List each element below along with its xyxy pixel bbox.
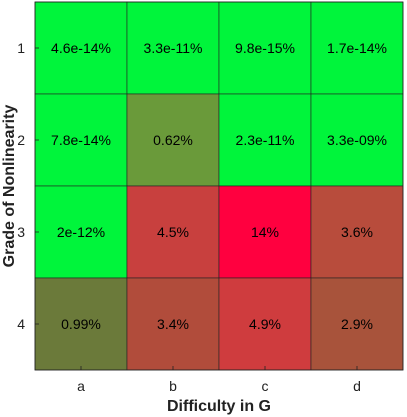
- heatmap-cell: [310, 1, 404, 95]
- y-tick-label: 1: [17, 40, 25, 56]
- heatmap-cell: [218, 277, 312, 371]
- cell-value-label: 1.7e-14%: [327, 40, 387, 56]
- plot-frame: [34, 1, 404, 371]
- x-tick-label: d: [353, 378, 361, 394]
- cell-value-label: 0.99%: [61, 316, 101, 332]
- cell-value-label: 3.6%: [341, 224, 373, 240]
- heatmap-cell: [126, 93, 220, 187]
- axis-ticks: a b c d 1 2 3 4: [17, 40, 361, 394]
- cell-value-label: 2.3e-11%: [236, 132, 295, 148]
- cell-value-label: 7.8e-14%: [51, 132, 111, 148]
- x-tick-label: c: [262, 378, 269, 394]
- heatmap-cell: [126, 1, 220, 95]
- cell-value-label: 9.8e-15%: [235, 40, 295, 56]
- cell-value-label: 2e-12%: [57, 224, 105, 240]
- cell-value-label: 4.6e-14%: [51, 40, 111, 56]
- heatmap-cell: [126, 185, 220, 279]
- y-axis-label: Grade of Nonlinearity: [1, 105, 18, 268]
- cell-value-label: 14%: [251, 224, 279, 240]
- cell-value-label: 4.9%: [249, 316, 281, 332]
- heatmap-cells: 4.6e-14% 3.3e-11% 9.8e-15% 1.7e-14% 7.8e-14%…: [34, 1, 404, 371]
- cell-value-label: 4.5%: [157, 224, 189, 240]
- cell-value-label: 3.3e-11%: [144, 40, 203, 56]
- heatmap-cell: [310, 93, 404, 187]
- heatmap-cell: [126, 277, 220, 371]
- heatmap-cell: [310, 185, 404, 279]
- cell-value-label: 3.4%: [157, 316, 189, 332]
- y-tick-label: 4: [17, 316, 25, 332]
- heatmap-cell: [34, 93, 128, 187]
- y-tick-label: 3: [17, 224, 25, 240]
- heatmap-cell: [34, 1, 128, 95]
- heatmap-cell: [218, 93, 312, 187]
- heatmap-cell: [34, 277, 128, 371]
- cell-value-label: 3.3e-09%: [327, 132, 387, 148]
- x-tick-label: a: [77, 378, 85, 394]
- x-axis-label: Difficulty in G: [167, 398, 271, 415]
- cell-value-label: 2.9%: [341, 316, 373, 332]
- x-tick-label: b: [169, 378, 177, 394]
- cell-value-label: 0.62%: [153, 132, 193, 148]
- y-tick-label: 2: [17, 132, 25, 148]
- heatmap-cell: [310, 277, 404, 371]
